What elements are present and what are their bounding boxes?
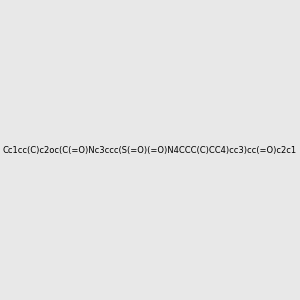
Text: Cc1cc(C)c2oc(C(=O)Nc3ccc(S(=O)(=O)N4CCC(C)CC4)cc3)cc(=O)c2c1: Cc1cc(C)c2oc(C(=O)Nc3ccc(S(=O)(=O)N4CCC(… xyxy=(3,146,297,154)
